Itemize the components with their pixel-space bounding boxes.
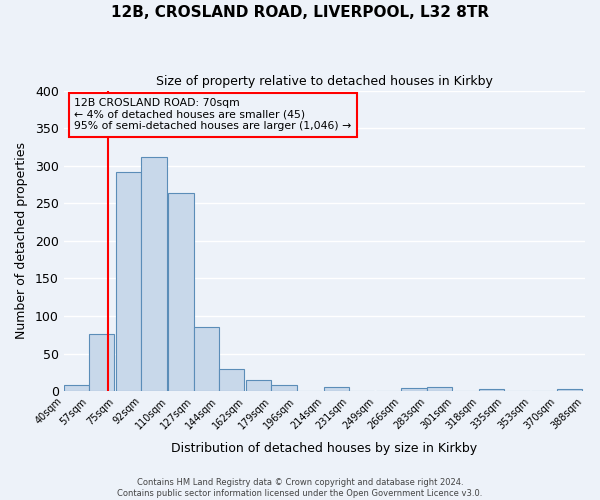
Title: Size of property relative to detached houses in Kirkby: Size of property relative to detached ho… xyxy=(156,75,493,88)
Bar xyxy=(401,388,427,391)
Bar xyxy=(323,386,349,391)
Bar xyxy=(116,172,142,391)
Y-axis label: Number of detached properties: Number of detached properties xyxy=(15,142,28,340)
Text: Contains HM Land Registry data © Crown copyright and database right 2024.
Contai: Contains HM Land Registry data © Crown c… xyxy=(118,478,482,498)
Bar xyxy=(194,327,219,391)
Bar xyxy=(271,385,297,391)
Bar xyxy=(168,194,194,391)
X-axis label: Distribution of detached houses by size in Kirkby: Distribution of detached houses by size … xyxy=(171,442,478,455)
Bar xyxy=(89,334,115,391)
Bar xyxy=(246,380,271,391)
Bar xyxy=(64,385,89,391)
Bar xyxy=(427,388,452,391)
Text: 12B, CROSLAND ROAD, LIVERPOOL, L32 8TR: 12B, CROSLAND ROAD, LIVERPOOL, L32 8TR xyxy=(111,5,489,20)
Bar xyxy=(479,389,505,391)
Bar xyxy=(557,389,582,391)
Bar xyxy=(219,370,244,391)
Bar xyxy=(142,156,167,391)
Text: 12B CROSLAND ROAD: 70sqm
← 4% of detached houses are smaller (45)
95% of semi-de: 12B CROSLAND ROAD: 70sqm ← 4% of detache… xyxy=(74,98,352,132)
